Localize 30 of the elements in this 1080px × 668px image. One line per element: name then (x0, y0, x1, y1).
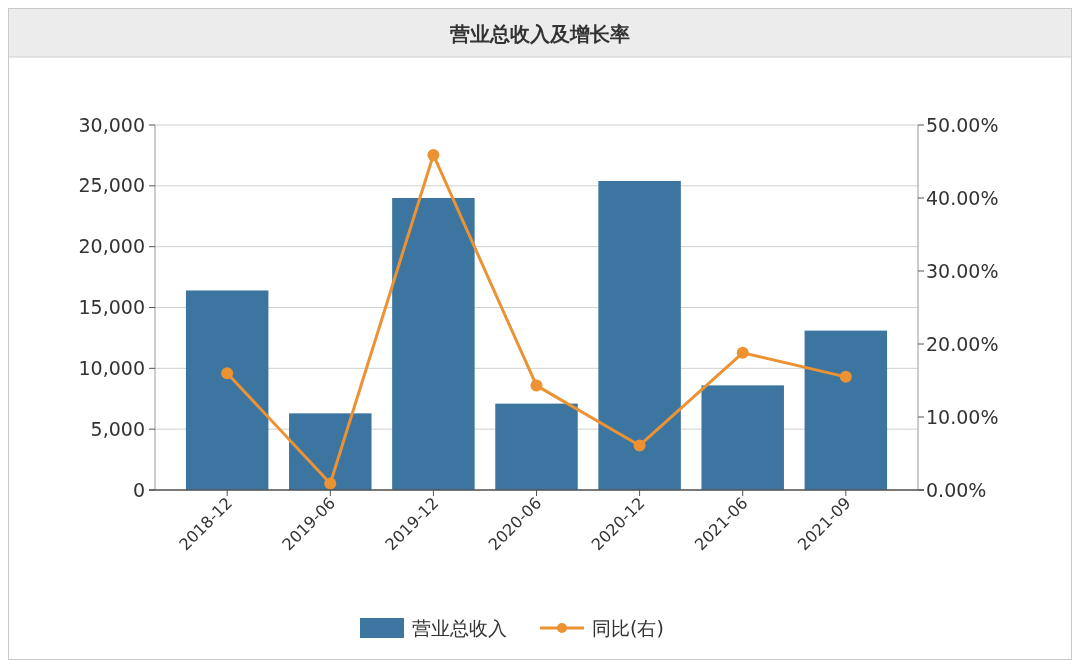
bar (598, 180, 681, 490)
legend-label: 同比(右) (592, 616, 664, 639)
point (427, 148, 440, 161)
y2-tick-label: 40.00% (926, 186, 999, 209)
y-tick-label: 15,000 (78, 296, 145, 319)
y-tick-label: 25,000 (78, 174, 145, 197)
y-tick-label: 5,000 (90, 417, 145, 440)
bar (701, 385, 784, 490)
y-tick-label: 20,000 (78, 235, 145, 258)
y-tick-label: 0 (132, 478, 145, 501)
y2-tick-label: 50.00% (926, 113, 999, 136)
bar (185, 290, 269, 490)
y2-tick-label: 30.00% (926, 259, 999, 282)
legend-label: 营业总收入 (412, 616, 507, 639)
bar (289, 413, 372, 490)
point (221, 367, 234, 380)
bar (392, 198, 475, 490)
y2-tick-label: 20.00% (926, 332, 999, 355)
point (530, 379, 543, 392)
y2-tick-label: 10.00% (926, 405, 999, 428)
y-tick-label: 10,000 (78, 356, 145, 379)
bar (495, 403, 578, 490)
bar (804, 330, 888, 490)
point (324, 477, 337, 490)
point (736, 346, 749, 359)
y-tick-label: 30,000 (78, 113, 145, 136)
chart-title: 营业总收入及增长率 (449, 22, 630, 46)
point (633, 439, 646, 452)
y2-tick-label: 0.00% (926, 478, 987, 501)
point (839, 370, 852, 383)
